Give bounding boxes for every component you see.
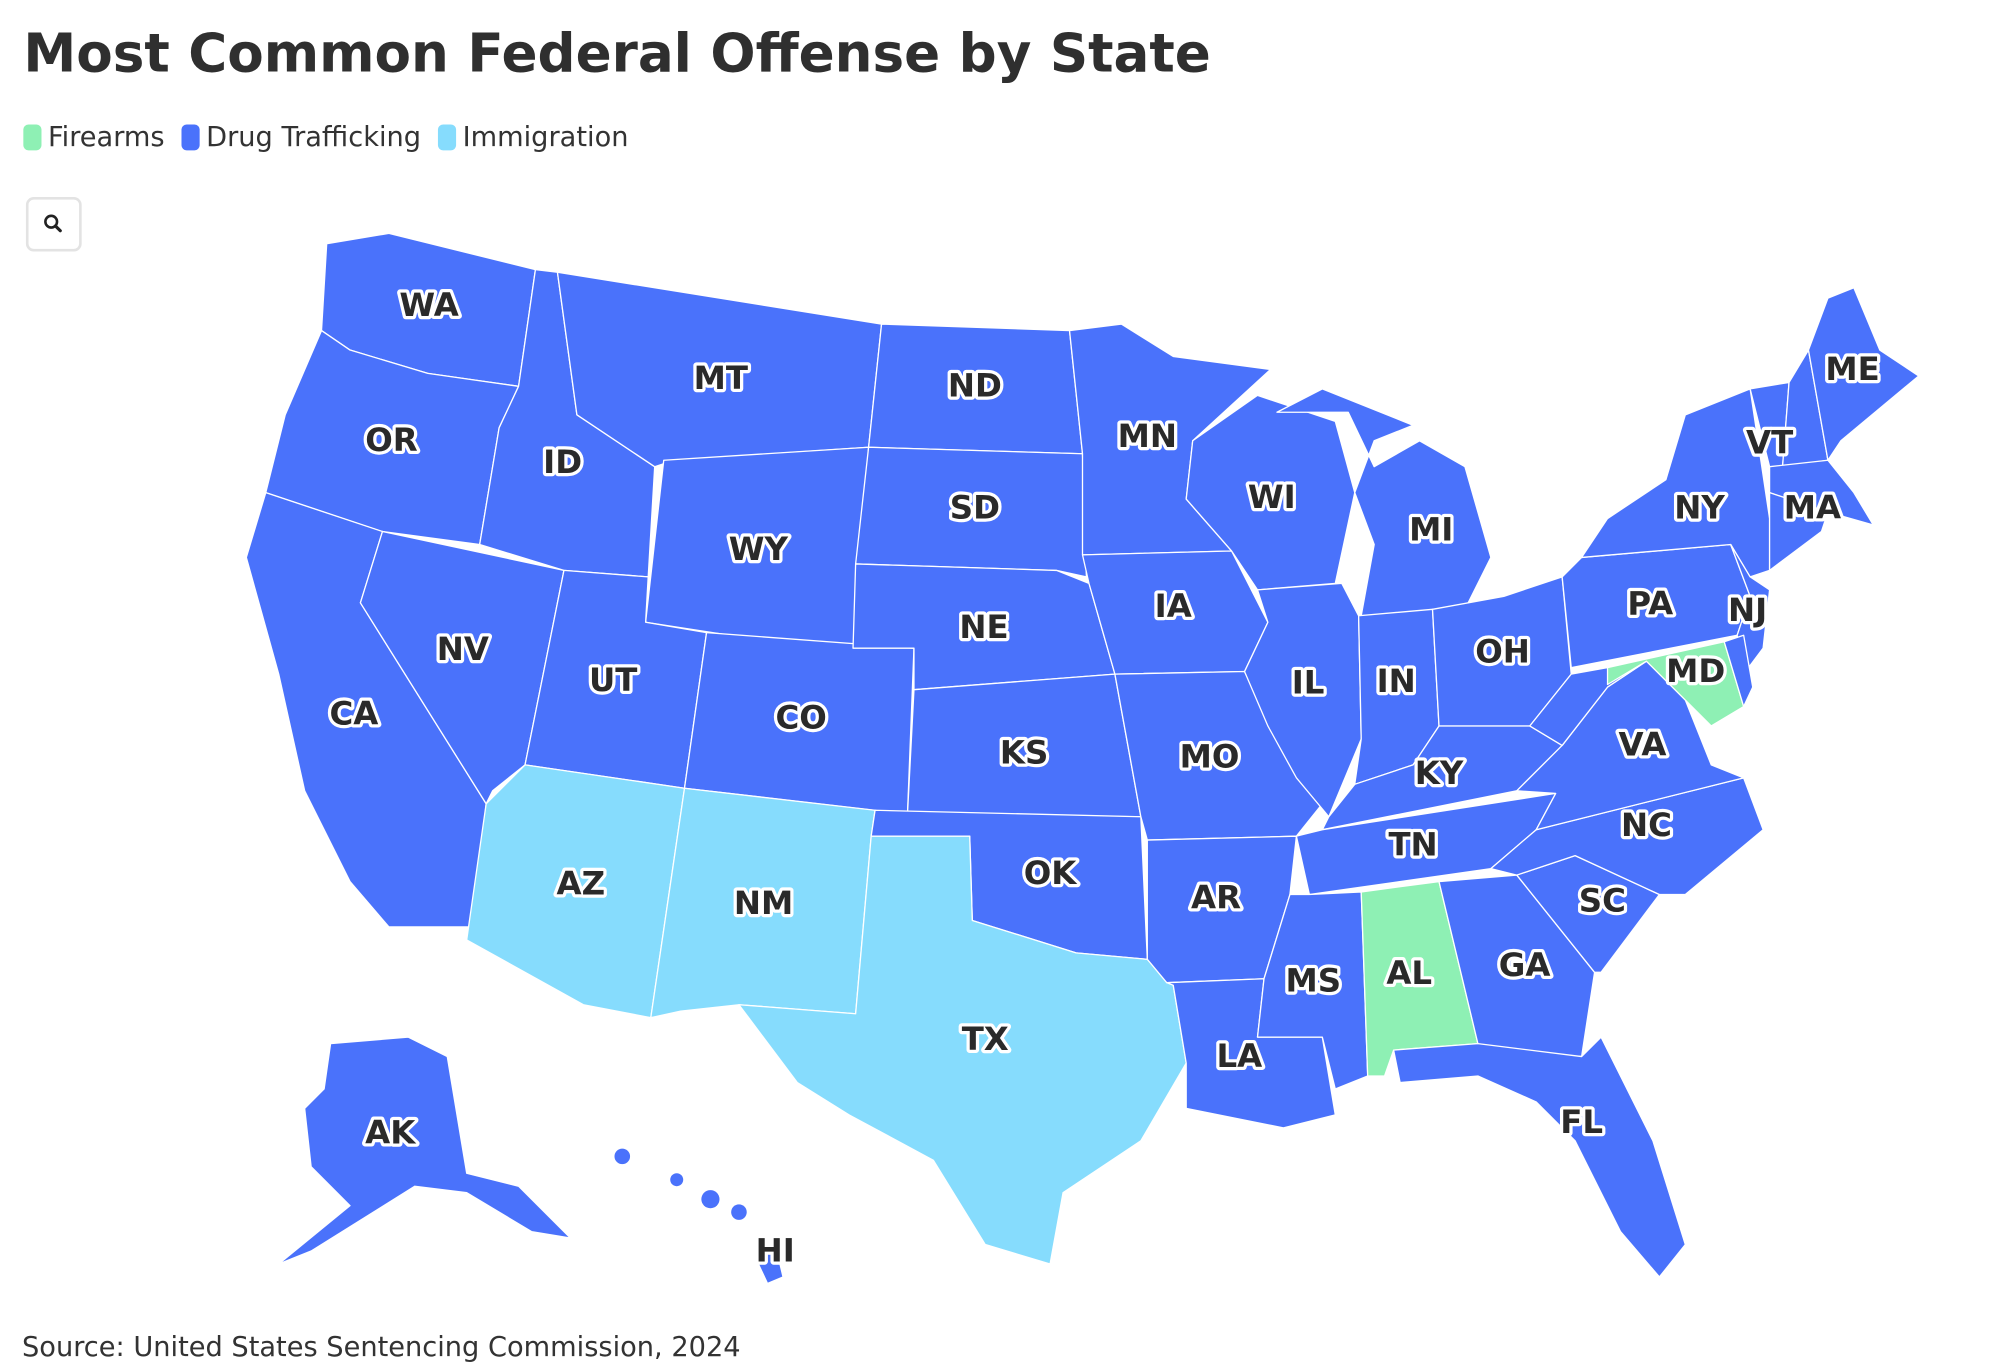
state-label: TN (1388, 826, 1437, 864)
map-root: Most Common Federal Offense by State Fir… (22, 23, 1920, 1363)
state-label: LA (1216, 1037, 1262, 1075)
state-label: PA (1627, 584, 1673, 622)
search-icon-handle (53, 224, 62, 233)
state-label: MO (1180, 737, 1240, 775)
state-label: WI (1248, 478, 1296, 516)
state-label: WA (399, 286, 458, 324)
state-label: MD (1666, 652, 1725, 690)
state-label: NV (437, 630, 489, 668)
state-label: OK (1024, 854, 1079, 892)
title: Most Common Federal Offense by State (23, 23, 1211, 85)
state (854, 446, 1088, 578)
state-label: AL (1386, 954, 1432, 992)
search-button[interactable] (25, 197, 82, 252)
state-label: MN (1118, 417, 1177, 455)
state-label: SD (950, 488, 1000, 526)
state-label: OH (1475, 632, 1530, 670)
legend-swatch (437, 124, 457, 151)
state-label: VA (1619, 726, 1667, 764)
state-island (614, 1148, 631, 1165)
state-label: KS (1000, 734, 1048, 772)
search-icon (44, 214, 59, 229)
state-label: ME (1825, 350, 1879, 388)
state-label: MT (694, 359, 748, 397)
state-label: OR (365, 421, 418, 459)
legend-label: Immigration (463, 122, 629, 153)
state-island (731, 1204, 747, 1220)
state (1243, 582, 1362, 818)
state-label: UT (589, 661, 637, 699)
states (245, 232, 1920, 1285)
state (1723, 634, 1754, 708)
state (738, 835, 1187, 1265)
state-label: AK (365, 1113, 417, 1151)
state-label: KY (1415, 754, 1464, 792)
state (1807, 287, 1920, 461)
state-label: SC (1579, 881, 1626, 919)
state-label: IA (1155, 587, 1192, 625)
state-label: ND (948, 367, 1002, 405)
state-label: WY (729, 530, 789, 568)
state-label: GA (1499, 946, 1551, 984)
state-label: FL (1560, 1103, 1603, 1141)
state-island (701, 1190, 720, 1209)
state (1392, 1036, 1686, 1278)
state-label: NM (734, 884, 793, 922)
state-label: MS (1285, 962, 1341, 1000)
source: Source: United States Sentencing Commiss… (22, 1332, 741, 1363)
state-label: CO (776, 699, 827, 737)
search-button-box[interactable] (25, 197, 82, 252)
state-label: IN (1377, 662, 1416, 700)
state-label: IL (1292, 663, 1325, 701)
state-label: ID (543, 443, 582, 481)
legend-swatch (181, 124, 200, 151)
state (278, 1036, 572, 1265)
legend: Firearms Drug Trafficking Immigration (23, 122, 628, 153)
state-label: NE (959, 608, 1008, 646)
legend-label: Firearms (48, 122, 165, 153)
state (1768, 491, 1829, 572)
state-label: NJ (1728, 591, 1767, 629)
state-label: NY (1674, 488, 1725, 526)
state (757, 1246, 784, 1285)
state-label: TX (962, 1020, 1009, 1058)
state-label: AR (1191, 879, 1241, 917)
state-label: NC (1621, 806, 1672, 844)
state-label: VT (1746, 424, 1793, 462)
state-label: CA (329, 695, 378, 733)
legend-label: Drug Trafficking (206, 122, 421, 153)
state (1580, 388, 1771, 578)
state-label: MA (1784, 488, 1841, 526)
state-label: HI (756, 1231, 795, 1269)
state-island (670, 1173, 684, 1187)
state-labels: WA OR CA NV ID MT WY UT CO AZ NM ND SD NE KS OK TX MN IA MO… (326, 283, 1883, 1273)
legend-swatch (23, 124, 42, 151)
state (1276, 388, 1492, 617)
state-label: AZ (556, 864, 605, 902)
state-label: MI (1409, 511, 1453, 549)
